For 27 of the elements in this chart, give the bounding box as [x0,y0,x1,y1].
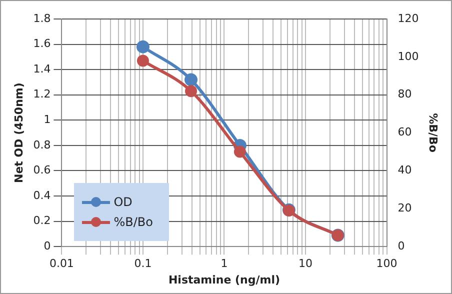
y-tick-label: 0.8 [33,138,51,152]
y-axis-title: Net OD (450nm) [12,82,26,183]
x-tick-label: 1 [220,257,228,270]
y-tick-label: 1.4 [33,62,51,76]
y-tick-label: 0.6 [33,164,51,177]
x-tick-label: 100 [376,257,398,270]
y2-tick-label: 100 [398,50,419,63]
y-tick-label: 1.8 [33,12,51,25]
y-tick-label: 1.6 [33,37,51,50]
y2-tick-label: 80 [398,88,412,101]
y-tick-label: 0 [44,239,51,252]
y2-tick-label: 40 [398,164,412,177]
y-tick-label: 1 [44,113,51,126]
y2-axis-title: %B/Bo [426,113,440,153]
legend-label: OD [114,194,132,209]
y2-tick-label: 120 [398,12,419,25]
y-tick-label: 1.2 [33,88,51,101]
y-tick-label: 0.2 [33,214,51,228]
legend-label: %B/Bo [114,214,153,229]
x-axis-title: Histamine (ng/ml) [168,273,280,286]
y-tick-label: 0.4 [33,188,51,202]
y2-tick-label: 0 [398,239,405,252]
x-tick-label: 0.1 [134,257,152,270]
x-tick-label: 10 [298,257,313,270]
y2-tick-label: 20 [398,202,412,215]
y2-tick-label: 60 [398,126,412,139]
x-tick-label: 0.01 [49,257,74,270]
